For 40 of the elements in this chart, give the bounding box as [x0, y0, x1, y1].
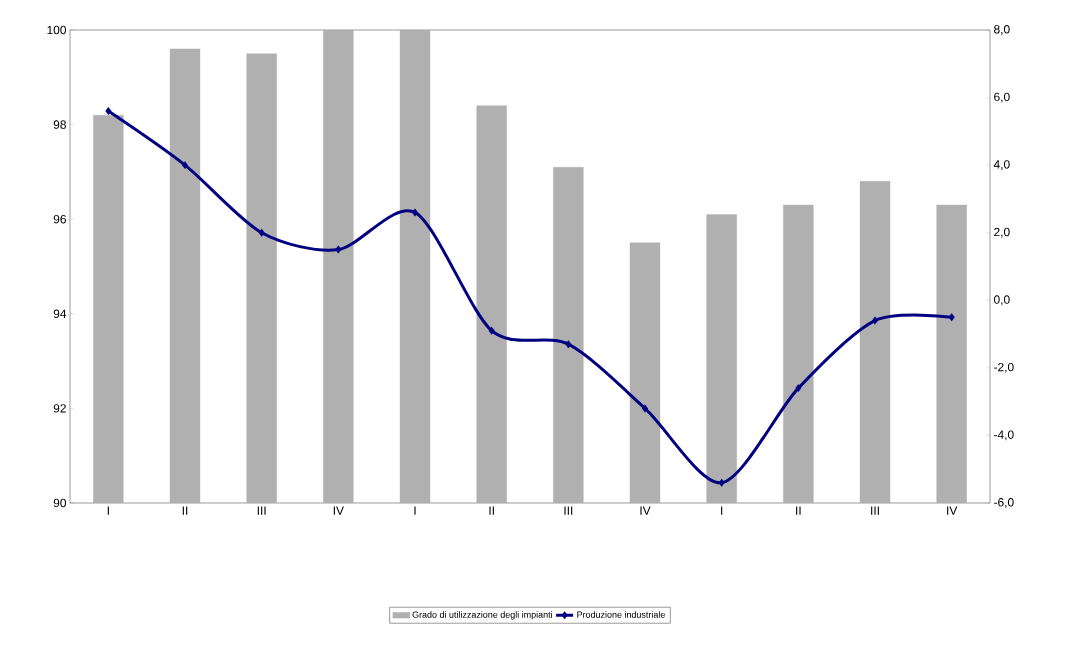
x-tick-label: III [871, 506, 879, 515]
point [258, 228, 265, 237]
point [718, 478, 725, 487]
x-tick-label: III [564, 506, 573, 515]
x-tick-label: IV [947, 506, 958, 515]
point [871, 316, 879, 325]
point [335, 245, 342, 254]
y-tick-label: 96 [53, 214, 66, 224]
y2-tick-label: -2,0 [994, 362, 1014, 373]
y-tick-label: 98 [53, 120, 66, 129]
legend-label: Grado di utilizzazione degli impianti [412, 611, 552, 620]
y2-tick-label: 8,0 [994, 25, 1010, 35]
point [641, 404, 649, 413]
x-tick-label: I [107, 506, 109, 515]
x-tick-label: II [796, 506, 801, 515]
y-tick-label: 90 [53, 498, 67, 508]
point [565, 340, 572, 349]
point [105, 107, 112, 116]
point [488, 326, 495, 335]
y2-tick-label: -4,0 [994, 430, 1014, 441]
y2-tick-label: 4,0 [993, 160, 1010, 171]
x-tick-label: IV [640, 506, 651, 515]
y2-tick-label: -6,0 [994, 498, 1014, 508]
x-tick-label: IV [333, 506, 344, 515]
point [411, 208, 419, 217]
point [795, 384, 802, 393]
y-tick-label: 92 [53, 404, 66, 413]
x-tick-label: III [257, 506, 266, 515]
x-tick-label: I [721, 506, 723, 515]
point [948, 313, 955, 322]
y-tick-label: 94 [53, 309, 67, 319]
legend-label: Produzione industriale [577, 611, 665, 618]
x-tick-label: I [414, 506, 416, 515]
y2-tick-label: 0,0 [994, 295, 1010, 306]
point [181, 161, 189, 170]
y-tick-label: 100 [47, 25, 67, 35]
y2-tick-label: 2,0 [994, 227, 1010, 238]
x-tick-label: II [489, 506, 494, 515]
y2-tick-label: 6,0 [994, 92, 1010, 103]
x-tick-label: II [182, 506, 188, 515]
